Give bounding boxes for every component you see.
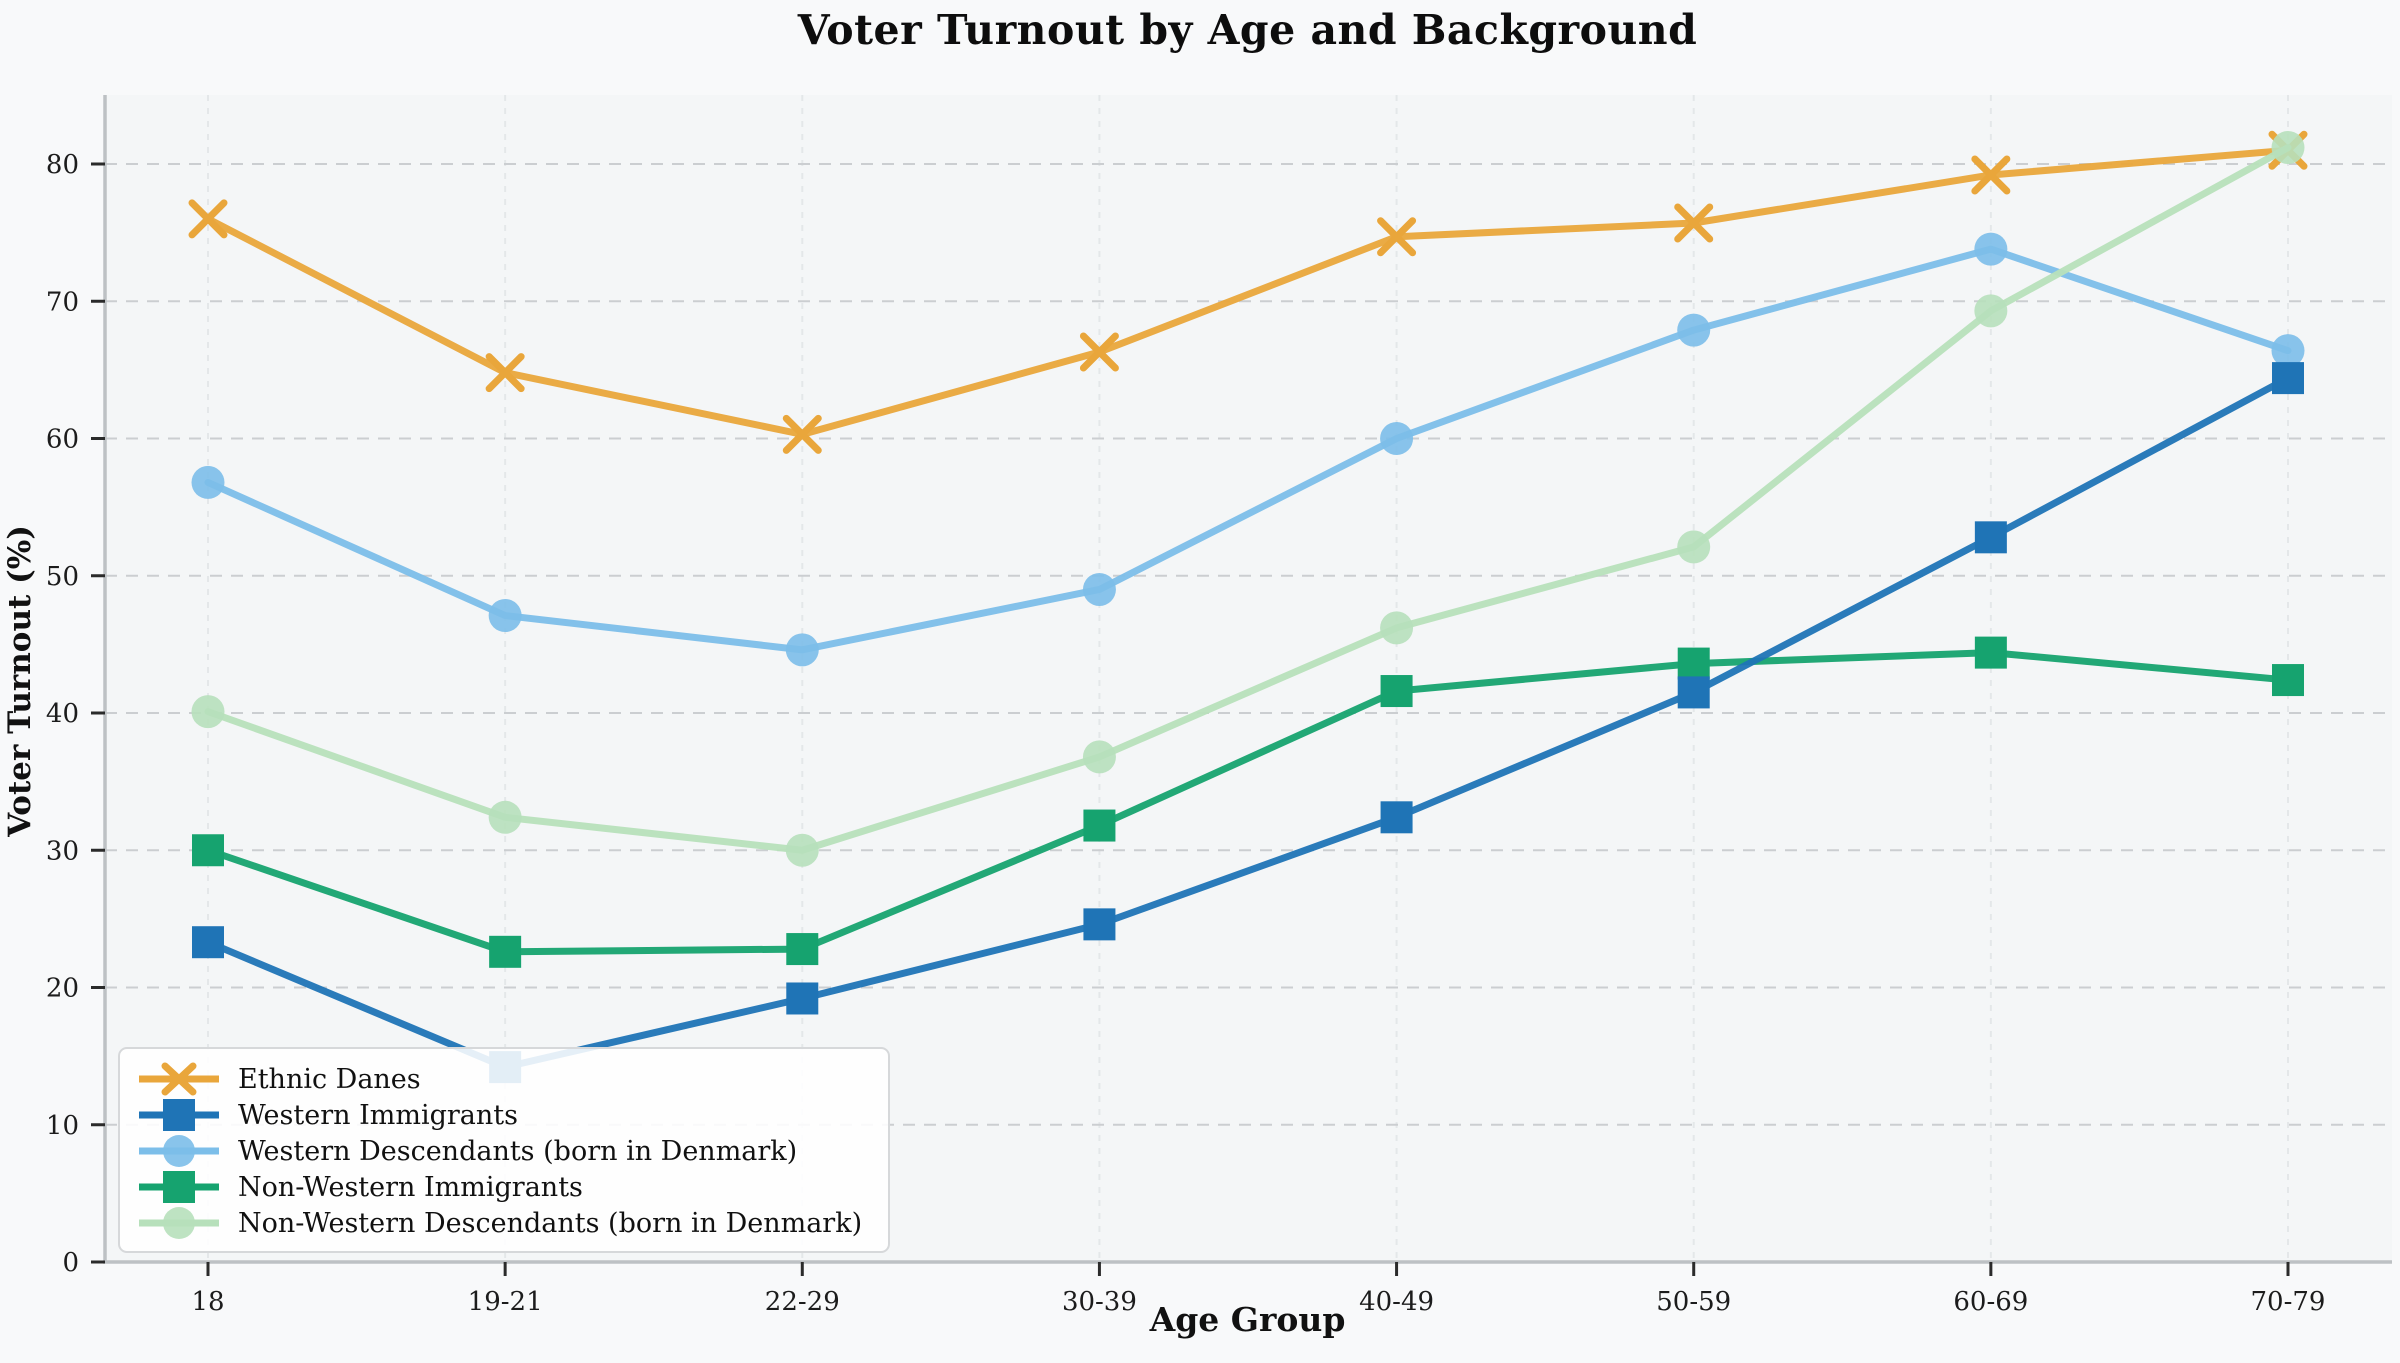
legend-item-non-western-descendants-born-in-denmark: Non-Western Descendants (born in Denmark… bbox=[136, 1205, 862, 1241]
legend-swatch-circle-icon bbox=[139, 1207, 219, 1239]
series-non-western-descendants-born-in-denmark bbox=[191, 131, 2305, 867]
legend-swatch-square-icon bbox=[139, 1171, 219, 1203]
series-ethnic-danes bbox=[188, 130, 2308, 454]
y-tick-label: 50 bbox=[46, 562, 79, 592]
x-tick-label: 70-79 bbox=[2251, 1287, 2326, 1317]
x-axis-ticks: 18 19-21 22-29 30-39 40-49 50-59 60-69 70-79 bbox=[191, 1262, 2325, 1317]
legend-swatch-square-icon bbox=[139, 1099, 219, 1131]
legend-label: Non-Western Immigrants bbox=[238, 1171, 583, 1203]
legend-swatch-x-icon bbox=[139, 1062, 219, 1096]
series-non-western-immigrants bbox=[192, 636, 2304, 968]
y-tick-label: 60 bbox=[46, 425, 79, 455]
axes-spines bbox=[103, 95, 2392, 1264]
legend-label: Western Immigrants bbox=[238, 1099, 518, 1131]
y-tick-label: 10 bbox=[46, 1111, 79, 1141]
y-tick-label: 20 bbox=[46, 974, 79, 1004]
series-western-descendants-born-in-denmark bbox=[191, 232, 2305, 667]
x-tick-label: 30-39 bbox=[1062, 1287, 1137, 1317]
x-tick-label: 19-21 bbox=[468, 1287, 543, 1317]
x-tick-label: 18 bbox=[191, 1287, 224, 1317]
x-tick-label: 22-29 bbox=[765, 1287, 840, 1317]
legend-item-non-western-immigrants: Non-Western Immigrants bbox=[136, 1169, 862, 1205]
series-markers-western-descendants-born-in-denmark bbox=[191, 232, 2305, 667]
legend-item-ethnic-danes: Ethnic Danes bbox=[136, 1061, 862, 1097]
chart-title: Voter Turnout by Age and Background bbox=[797, 6, 1698, 54]
y-tick-label: 30 bbox=[46, 836, 79, 866]
y-axis-ticks: 0 10 20 30 40 50 60 70 80 bbox=[46, 150, 105, 1278]
y-tick-label: 40 bbox=[46, 699, 79, 729]
y-tick-label: 80 bbox=[46, 150, 79, 180]
legend-label: Ethnic Danes bbox=[238, 1063, 421, 1095]
series-markers-non-western-descendants-born-in-denmark bbox=[191, 131, 2305, 867]
legend-label: Non-Western Descendants (born in Denmark… bbox=[238, 1207, 863, 1239]
legend-item-western-descendants-born-in-denmark: Western Descendants (born in Denmark) bbox=[136, 1133, 862, 1169]
y-tick-label: 70 bbox=[46, 287, 79, 317]
x-tick-label: 60-69 bbox=[1953, 1287, 2028, 1317]
legend-swatch-circle-icon bbox=[139, 1135, 219, 1167]
x-tick-label: 40-49 bbox=[1359, 1287, 1434, 1317]
legend-item-western-immigrants: Western Immigrants bbox=[136, 1097, 862, 1133]
legend-label: Western Descendants (born in Denmark) bbox=[238, 1135, 798, 1167]
series-markers-non-western-immigrants bbox=[192, 636, 2304, 968]
x-axis-label: Age Group bbox=[1149, 1300, 1346, 1339]
x-tick-label: 50-59 bbox=[1656, 1287, 1731, 1317]
y-tick-label: 0 bbox=[62, 1248, 79, 1278]
legend: Ethnic Danes Western Immigrants Western De… bbox=[118, 1047, 891, 1253]
